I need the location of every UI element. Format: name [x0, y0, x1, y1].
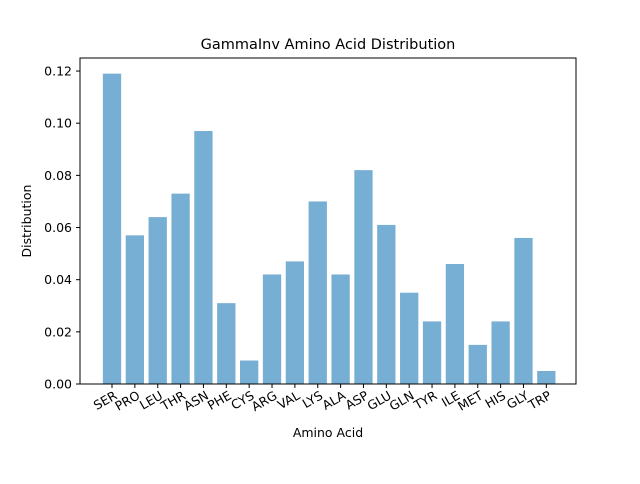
bar-pro	[125, 235, 145, 384]
bar-his	[491, 321, 510, 384]
bar-cys	[240, 360, 259, 384]
y-tick-label: 0.04	[44, 272, 72, 287]
bar-val	[285, 261, 305, 384]
bar-phe	[217, 303, 236, 384]
chart-title: GammaInv Amino Acid Distribution	[201, 37, 456, 53]
bar-asp	[354, 170, 373, 384]
bar-asn	[194, 131, 213, 384]
y-tick-label: 0.12	[44, 64, 72, 79]
bars-group	[102, 73, 556, 384]
bar-ser	[102, 73, 122, 384]
y-tick-label: 0.00	[44, 377, 72, 392]
bar-glu	[377, 224, 396, 384]
y-axis: 0.00 0.02 0.04 0.06 0.08 0.10 0.12	[44, 64, 80, 392]
x-axis-label: Amino Acid	[293, 425, 363, 440]
y-tick-label: 0.02	[44, 324, 72, 339]
y-axis-label: Distribution	[19, 185, 34, 258]
bar-ile	[445, 264, 465, 384]
bar-trp	[537, 370, 556, 384]
bar-ala	[331, 274, 350, 384]
bar-tyr	[422, 321, 442, 384]
bar-leu	[148, 217, 167, 384]
bar-met	[468, 344, 487, 384]
plot-frame	[79, 57, 577, 385]
y-tick-label: 0.10	[44, 116, 72, 131]
bar-gln	[400, 292, 419, 384]
bar-lys	[308, 201, 327, 384]
bar-thr	[171, 193, 190, 384]
y-tick-label: 0.08	[44, 168, 72, 183]
y-tick-label: 0.06	[44, 220, 72, 235]
bar-gly	[514, 237, 533, 384]
bar-arg	[262, 274, 282, 384]
